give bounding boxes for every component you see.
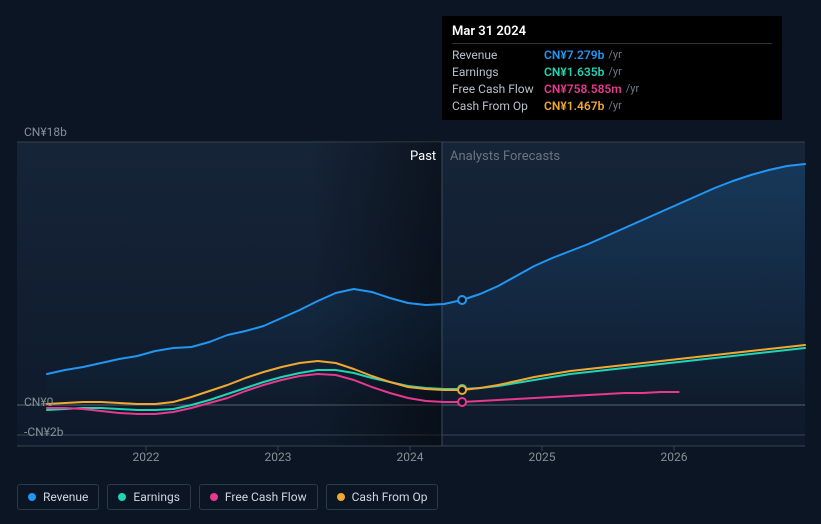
legend-item-label: Revenue (43, 490, 88, 504)
tooltip-row: EarningsCN¥1.635b/yr (452, 63, 772, 80)
tooltip-row-value: CN¥1.467b (544, 99, 604, 113)
tooltip-row: Cash From OpCN¥1.467b/yr (452, 97, 772, 114)
marker-revenue (458, 296, 466, 304)
y-axis-label: CN¥0 (24, 395, 53, 409)
legend-dot-icon (337, 493, 345, 501)
tooltip-row-label: Free Cash Flow (452, 82, 544, 96)
legend-dot-icon (28, 493, 36, 501)
tooltip-row-label: Earnings (452, 65, 544, 79)
tooltip-row-value: CN¥7.279b (544, 48, 604, 62)
legend-item-revenue[interactable]: Revenue (17, 484, 99, 510)
tooltip-row-value: CN¥758.585m (544, 82, 622, 96)
marker-fcf (458, 398, 466, 406)
tooltip-row-label: Revenue (452, 48, 544, 62)
tooltip-row: RevenueCN¥7.279b/yr (452, 46, 772, 63)
past-label: Past (410, 149, 436, 164)
tooltip-row: Free Cash FlowCN¥758.585m/yr (452, 80, 772, 97)
forecast-label: Analysts Forecasts (450, 149, 560, 164)
legend-item-label: Cash From Op (352, 490, 428, 504)
legend-dot-icon (118, 493, 126, 501)
legend-item-earnings[interactable]: Earnings (107, 484, 191, 510)
legend-item-cfo[interactable]: Cash From Op (326, 484, 439, 510)
tooltip-row-label: Cash From Op (452, 99, 544, 113)
tooltip-row-unit: /yr (608, 99, 621, 112)
legend: Revenue Earnings Free Cash Flow Cash From O… (17, 484, 438, 510)
y-axis-label: -CN¥2b (24, 425, 63, 439)
tooltip-row-unit: /yr (608, 48, 621, 61)
x-axis-label: 2023 (265, 450, 292, 464)
legend-item-fcf[interactable]: Free Cash Flow (199, 484, 318, 510)
earnings-revenue-chart: { "layout": { "width": 821, "height": 52… (0, 0, 821, 524)
tooltip-date: Mar 31 2024 (452, 22, 772, 44)
x-axis-label: 2025 (529, 450, 556, 464)
marker-cfo (458, 386, 466, 394)
tooltip-row-unit: /yr (608, 65, 621, 78)
x-axis-label: 2022 (133, 450, 160, 464)
x-axis-label: 2024 (397, 450, 424, 464)
tooltip-row-unit: /yr (626, 82, 639, 95)
hover-tooltip: Mar 31 2024 RevenueCN¥7.279b/yrEarningsC… (442, 16, 782, 120)
legend-item-label: Free Cash Flow (225, 490, 307, 504)
legend-dot-icon (210, 493, 218, 501)
y-axis-label: CN¥18b (24, 125, 67, 139)
x-axis-label: 2026 (661, 450, 688, 464)
tooltip-row-value: CN¥1.635b (544, 65, 604, 79)
legend-item-label: Earnings (133, 490, 180, 504)
